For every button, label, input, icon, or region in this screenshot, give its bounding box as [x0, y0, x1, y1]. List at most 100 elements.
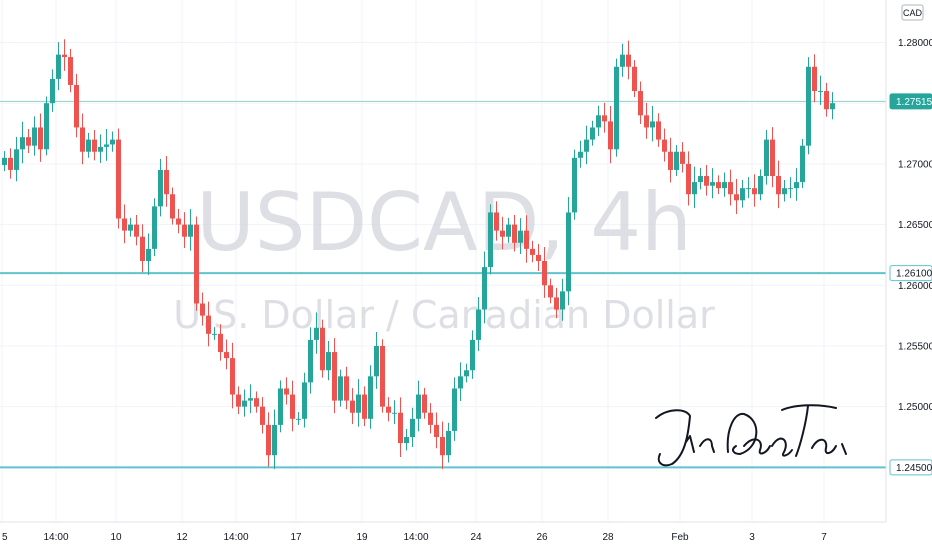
candle-body — [596, 115, 601, 128]
candle — [422, 387, 427, 419]
candle — [320, 319, 325, 378]
x-tick-label: 7 — [821, 532, 827, 543]
price-axis-area[interactable] — [886, 0, 932, 522]
candle-body — [302, 382, 307, 419]
candle-body — [92, 139, 97, 152]
price-tag-label: 1.27515 — [896, 97, 932, 108]
candle — [602, 102, 607, 133]
level-tags: 1.26100 1.24500 1.27515 — [889, 93, 932, 476]
candle-body — [32, 127, 37, 146]
candle — [590, 120, 595, 146]
candle-body — [806, 66, 811, 146]
candle — [44, 96, 49, 156]
current-price-tag[interactable]: 1.27515 — [889, 93, 932, 110]
candle — [164, 155, 169, 207]
candle — [296, 412, 301, 425]
candle-body — [506, 224, 511, 237]
candle-body — [182, 224, 187, 237]
candle-body — [230, 358, 235, 395]
candle-body — [674, 151, 679, 170]
time-axis-area[interactable] — [0, 522, 932, 550]
candle — [446, 422, 451, 463]
candle — [716, 175, 721, 195]
y-tick-label: 1.27000 — [898, 159, 932, 170]
candle-body — [512, 224, 517, 243]
candle — [254, 391, 259, 413]
candle — [554, 287, 559, 319]
candle-body — [350, 400, 355, 413]
candle — [668, 137, 673, 183]
candle-body — [416, 394, 421, 419]
candle — [626, 40, 631, 80]
candle-body — [194, 224, 199, 304]
candle-body — [164, 169, 169, 195]
candle — [176, 208, 181, 234]
y-tick-label: 1.26000 — [898, 281, 932, 292]
candle-body — [116, 139, 121, 219]
candle-body — [602, 115, 607, 122]
candle — [500, 216, 505, 250]
candle — [614, 58, 619, 157]
candle-body — [554, 297, 559, 310]
price-tag-label: 1.26100 — [896, 269, 932, 280]
candle — [578, 140, 583, 168]
candle-body — [650, 121, 655, 128]
candle-body — [278, 388, 283, 425]
candle-body — [698, 176, 703, 183]
candle-body — [614, 66, 619, 150]
candle — [536, 243, 541, 271]
price-tag-box — [889, 459, 932, 476]
y-tick-label: 1.26500 — [898, 220, 932, 231]
candle-body — [728, 182, 733, 195]
level-price-tag[interactable]: 1.24500 — [889, 459, 932, 476]
candle-body — [566, 212, 571, 292]
candle-body — [548, 285, 553, 298]
candle — [92, 130, 97, 161]
candle-body — [458, 376, 463, 389]
currency-label: CAD — [903, 8, 923, 18]
candle — [404, 428, 409, 451]
price-tag-label: 1.24500 — [896, 463, 932, 474]
candle-body — [218, 333, 223, 353]
candle-body — [398, 412, 403, 444]
candle-body — [764, 139, 769, 177]
candle — [734, 178, 739, 215]
candle — [596, 105, 601, 137]
candle-body — [410, 418, 415, 438]
x-tick-label: 3 — [749, 532, 755, 543]
candle-body — [794, 182, 799, 189]
currency-badge[interactable] — [901, 4, 924, 21]
level-price-tag[interactable]: 1.26100 — [889, 265, 932, 282]
candles — [2, 39, 835, 470]
candle — [368, 365, 373, 429]
candle — [380, 339, 385, 413]
candle-body — [332, 352, 337, 401]
candle — [464, 363, 469, 383]
watermark-description: U.S. Dollar / Canadian Dollar — [173, 293, 715, 337]
candle — [56, 42, 61, 91]
candle — [824, 82, 829, 117]
candle-body — [530, 248, 535, 255]
candle-body — [356, 394, 361, 413]
candle — [182, 212, 187, 248]
candle-body — [488, 212, 493, 268]
candle — [638, 81, 643, 124]
x-tick-label: 10 — [110, 532, 122, 543]
candle — [560, 278, 565, 321]
candle — [338, 369, 343, 407]
candle-body — [176, 218, 181, 225]
candle-body — [314, 327, 319, 340]
candle — [134, 214, 139, 246]
candle — [722, 172, 727, 197]
candle-body — [236, 394, 241, 407]
candle — [116, 128, 121, 229]
x-tick-label: 17 — [290, 532, 302, 543]
candle — [38, 113, 43, 162]
x-tick-label: 12 — [176, 532, 188, 543]
x-tick-labels: 5 14:00 10 12 14:00 17 19 14:00 24 26 28 Feb 3 7 — [2, 532, 827, 543]
candle-body — [284, 388, 289, 395]
candle-body — [380, 345, 385, 407]
candle-body — [98, 146, 103, 152]
